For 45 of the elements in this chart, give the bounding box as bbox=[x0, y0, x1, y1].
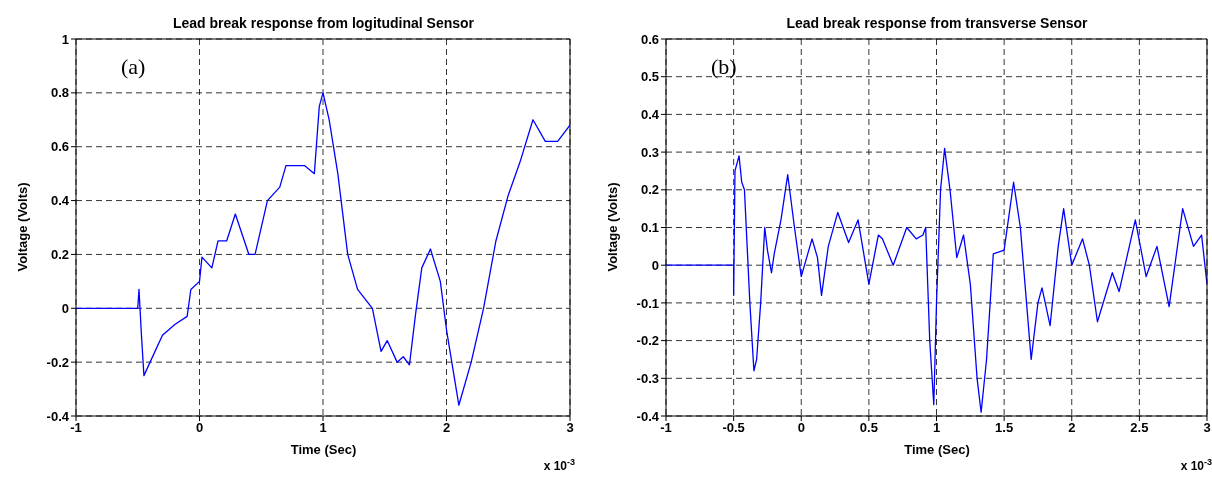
y-tick-label: -0.4 bbox=[636, 408, 660, 424]
x-tick-label: -1 bbox=[70, 420, 82, 436]
y-tick-label: -0.3 bbox=[636, 370, 659, 386]
annotation: (a) bbox=[121, 54, 146, 79]
y-tick-label: 0.1 bbox=[640, 220, 659, 236]
y-tick-label: 0.3 bbox=[640, 144, 659, 160]
y-tick-label: 0.8 bbox=[50, 85, 69, 101]
text: x 10$^{-3}$ bbox=[1180, 457, 1212, 473]
y-tick-label: -0.2 bbox=[46, 354, 69, 370]
x-tick-label: 1.5 bbox=[995, 420, 1014, 436]
y-tick-label: -0.1 bbox=[636, 295, 659, 311]
text: x 10$^{-3}$ bbox=[543, 457, 575, 473]
x-tick-label: 1 bbox=[319, 420, 327, 436]
x-axis-title: Time (Sec) bbox=[290, 442, 357, 457]
y-tick-label: -0.4 bbox=[46, 408, 70, 424]
y-tick-label: 1 bbox=[61, 31, 69, 47]
y-tick-label: 0.4 bbox=[50, 193, 70, 209]
y-tick-label: 0.5 bbox=[640, 69, 659, 85]
x-tick-label: -1 bbox=[660, 420, 672, 436]
x-tick-label: 2 bbox=[1068, 420, 1076, 436]
x-axis-title: Time (Sec) bbox=[904, 442, 970, 457]
x-tick-label: 0 bbox=[797, 420, 805, 436]
y-tick-label: 0.6 bbox=[50, 139, 69, 155]
y-axis-title: Voltage (Volts) bbox=[605, 182, 621, 272]
chart-title: Lead break response from logitudinal Sensor bbox=[172, 15, 475, 31]
y-tick-label: 0.4 bbox=[640, 107, 660, 123]
line-series bbox=[76, 92, 570, 406]
x-tick-label: 3 bbox=[566, 420, 574, 436]
x-tick-label: 2 bbox=[442, 420, 451, 436]
x-tick-label: 2.5 bbox=[1130, 420, 1149, 436]
y-tick-label: 0.6 bbox=[640, 31, 659, 47]
y-tick-label: -0.2 bbox=[636, 333, 659, 349]
x-tick-label: 0.5 bbox=[859, 420, 878, 436]
annotation: (b) bbox=[711, 54, 737, 79]
y-tick-label: 0.2 bbox=[640, 182, 659, 198]
chart-title: Lead break response from transverse Sensor bbox=[786, 15, 1089, 31]
x-tick-label: 0 bbox=[195, 420, 204, 436]
x-tick-label: 1 bbox=[932, 420, 941, 436]
x-tick-label: 3 bbox=[1203, 420, 1211, 436]
y-axis-title: Voltage (Volts) bbox=[15, 182, 31, 272]
line-series bbox=[666, 147, 1207, 413]
y-tick-label: 0 bbox=[651, 257, 659, 273]
y-tick-label: 0 bbox=[61, 300, 69, 316]
x-tick-label: -0.5 bbox=[722, 420, 745, 436]
y-tick-label: 0.2 bbox=[50, 247, 69, 263]
